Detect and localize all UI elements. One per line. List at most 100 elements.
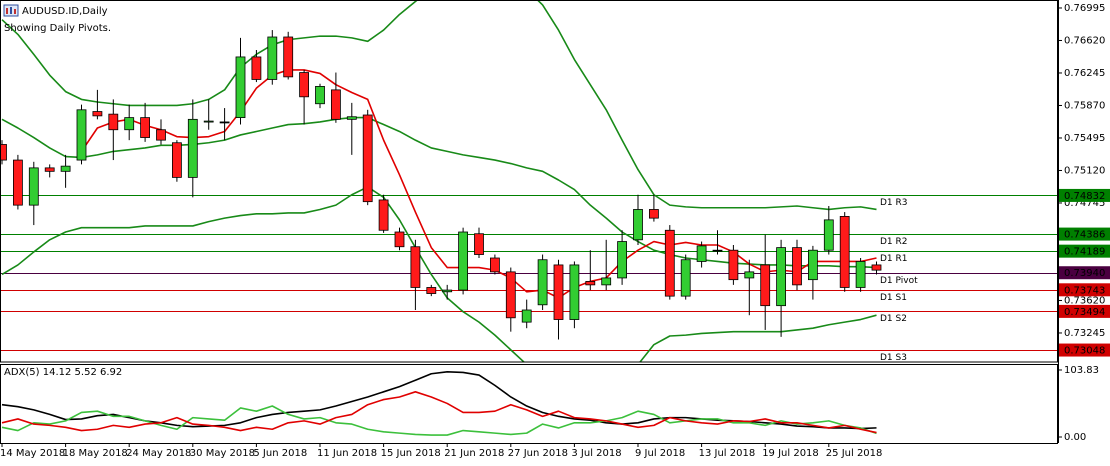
indicator-line — [1, 391, 877, 434]
y-tick-label: 103.83 — [1064, 365, 1099, 376]
x-tick-label: 9 Jul 2018 — [635, 448, 685, 459]
pivot-label: D1 S3 — [880, 353, 907, 363]
candle-body — [712, 249, 723, 252]
candle-body — [171, 142, 182, 178]
x-tick-label: 21 Jun 2018 — [444, 448, 504, 459]
x-tick-label: 18 May 2018 — [63, 448, 128, 459]
candle-body — [346, 116, 357, 120]
pivot-label: D1 Pivot — [880, 276, 918, 286]
candle-body — [696, 245, 707, 262]
candle-body — [156, 129, 166, 141]
candle-body — [203, 120, 214, 123]
pivot-price-box — [1059, 227, 1110, 241]
pivot-price-box — [1059, 283, 1110, 297]
y-tick-label: 0.00 — [1064, 432, 1086, 443]
y-tick-label: 0.75495 — [1064, 133, 1105, 144]
candle-body — [839, 216, 850, 288]
pivot-price-label: 0.74189 — [1064, 247, 1105, 258]
indicator-line — [1, 186, 877, 362]
chart-subtitle: Showing Daily Pivots. — [4, 23, 111, 34]
pivot-price-label: 0.74832 — [1064, 191, 1105, 202]
candle-body — [187, 118, 198, 178]
candle-body — [617, 241, 627, 279]
candle-body — [299, 72, 310, 98]
candle-body — [633, 209, 643, 241]
candle-body — [60, 165, 71, 172]
candle-body — [362, 114, 373, 203]
candle-body — [426, 287, 437, 294]
candle-body — [553, 264, 564, 320]
y-tick-label: 0.73245 — [1064, 328, 1105, 339]
candle-body — [378, 199, 389, 231]
adx-plot — [1, 371, 877, 436]
indicator-line — [1, 0, 877, 211]
pivot-price-label: 0.73494 — [1064, 307, 1105, 318]
x-tick-label: 27 Jun 2018 — [508, 448, 568, 459]
candle-body — [219, 121, 230, 124]
candle-body — [315, 86, 325, 105]
candle-body — [474, 233, 484, 255]
candle-body — [823, 219, 834, 251]
y-tick-label: 0.76245 — [1064, 68, 1105, 79]
candle-body — [0, 144, 7, 161]
y-tick-label: 0.74745 — [1064, 198, 1105, 209]
adx-title: ADX(5) 14.12 5.52 6.92 — [4, 367, 122, 378]
pivot-price-box — [1059, 188, 1110, 202]
candle-body — [28, 167, 39, 206]
candle-body — [569, 264, 580, 320]
main-plot: D1 R3 D1 R2 D1 R1 D1 Pivot D1 S1 D1 S2 D1 S3 — [0, 0, 1058, 363]
x-tick-label: 3 Jul 2018 — [571, 448, 621, 459]
x-tick-label: 24 May 2018 — [126, 448, 191, 459]
chart-icon — [3, 4, 19, 17]
y-tick-label: 0.75870 — [1064, 100, 1105, 111]
candle-body — [44, 167, 55, 172]
candle-body — [776, 247, 786, 307]
candle-body — [410, 246, 421, 288]
chart-title: AUDUSD.ID,Daily — [22, 6, 108, 17]
x-tick-label: 5 Jun 2018 — [253, 448, 307, 459]
main-frame — [0, 0, 1058, 363]
candle-body — [664, 229, 675, 297]
candle-body — [871, 264, 882, 271]
pivot-price-label: 0.73940 — [1064, 268, 1105, 279]
pivot-price-box — [1059, 244, 1110, 258]
candle-body — [489, 257, 500, 273]
pivot-label: D1 S1 — [880, 293, 907, 303]
candle-body — [680, 259, 691, 297]
candle-body — [585, 281, 596, 286]
candle-body — [808, 249, 818, 281]
candle-body — [267, 36, 278, 80]
x-tick-label: 15 Jun 2018 — [381, 448, 441, 459]
y-tick-label: 0.76995 — [1064, 3, 1105, 14]
candle-body — [537, 259, 548, 306]
candle-body — [394, 231, 405, 248]
candle-body — [521, 309, 532, 323]
candle-body — [12, 159, 23, 206]
y-tick-label: 0.75120 — [1064, 165, 1105, 176]
candle-body — [649, 209, 659, 219]
pivot-price-label: 0.73048 — [1064, 346, 1105, 357]
candle-body — [505, 271, 516, 319]
x-tick-label: 14 May 2018 — [0, 448, 65, 459]
candle-body — [442, 289, 453, 293]
candle-body — [92, 111, 103, 117]
candle-body — [601, 277, 612, 286]
indicator-line — [80, 69, 877, 299]
x-tick-label: 30 May 2018 — [190, 448, 255, 459]
candle-body — [760, 264, 771, 307]
pivot-price-box — [1059, 304, 1110, 318]
y-tick-label: 0.73620 — [1064, 295, 1105, 306]
pivot-price-label: 0.74386 — [1064, 230, 1105, 241]
x-tick-label: 13 Jul 2018 — [699, 448, 756, 459]
x-tick-label: 19 Jul 2018 — [762, 448, 819, 459]
candle-body — [855, 261, 866, 288]
x-tick-label: 25 Jul 2018 — [826, 448, 883, 459]
candle-body — [283, 36, 294, 78]
candle-body — [76, 109, 87, 161]
pivot-price-label: 0.73743 — [1064, 285, 1105, 296]
pivot-price-box — [1059, 266, 1110, 280]
pivot-price-box — [1059, 343, 1110, 357]
